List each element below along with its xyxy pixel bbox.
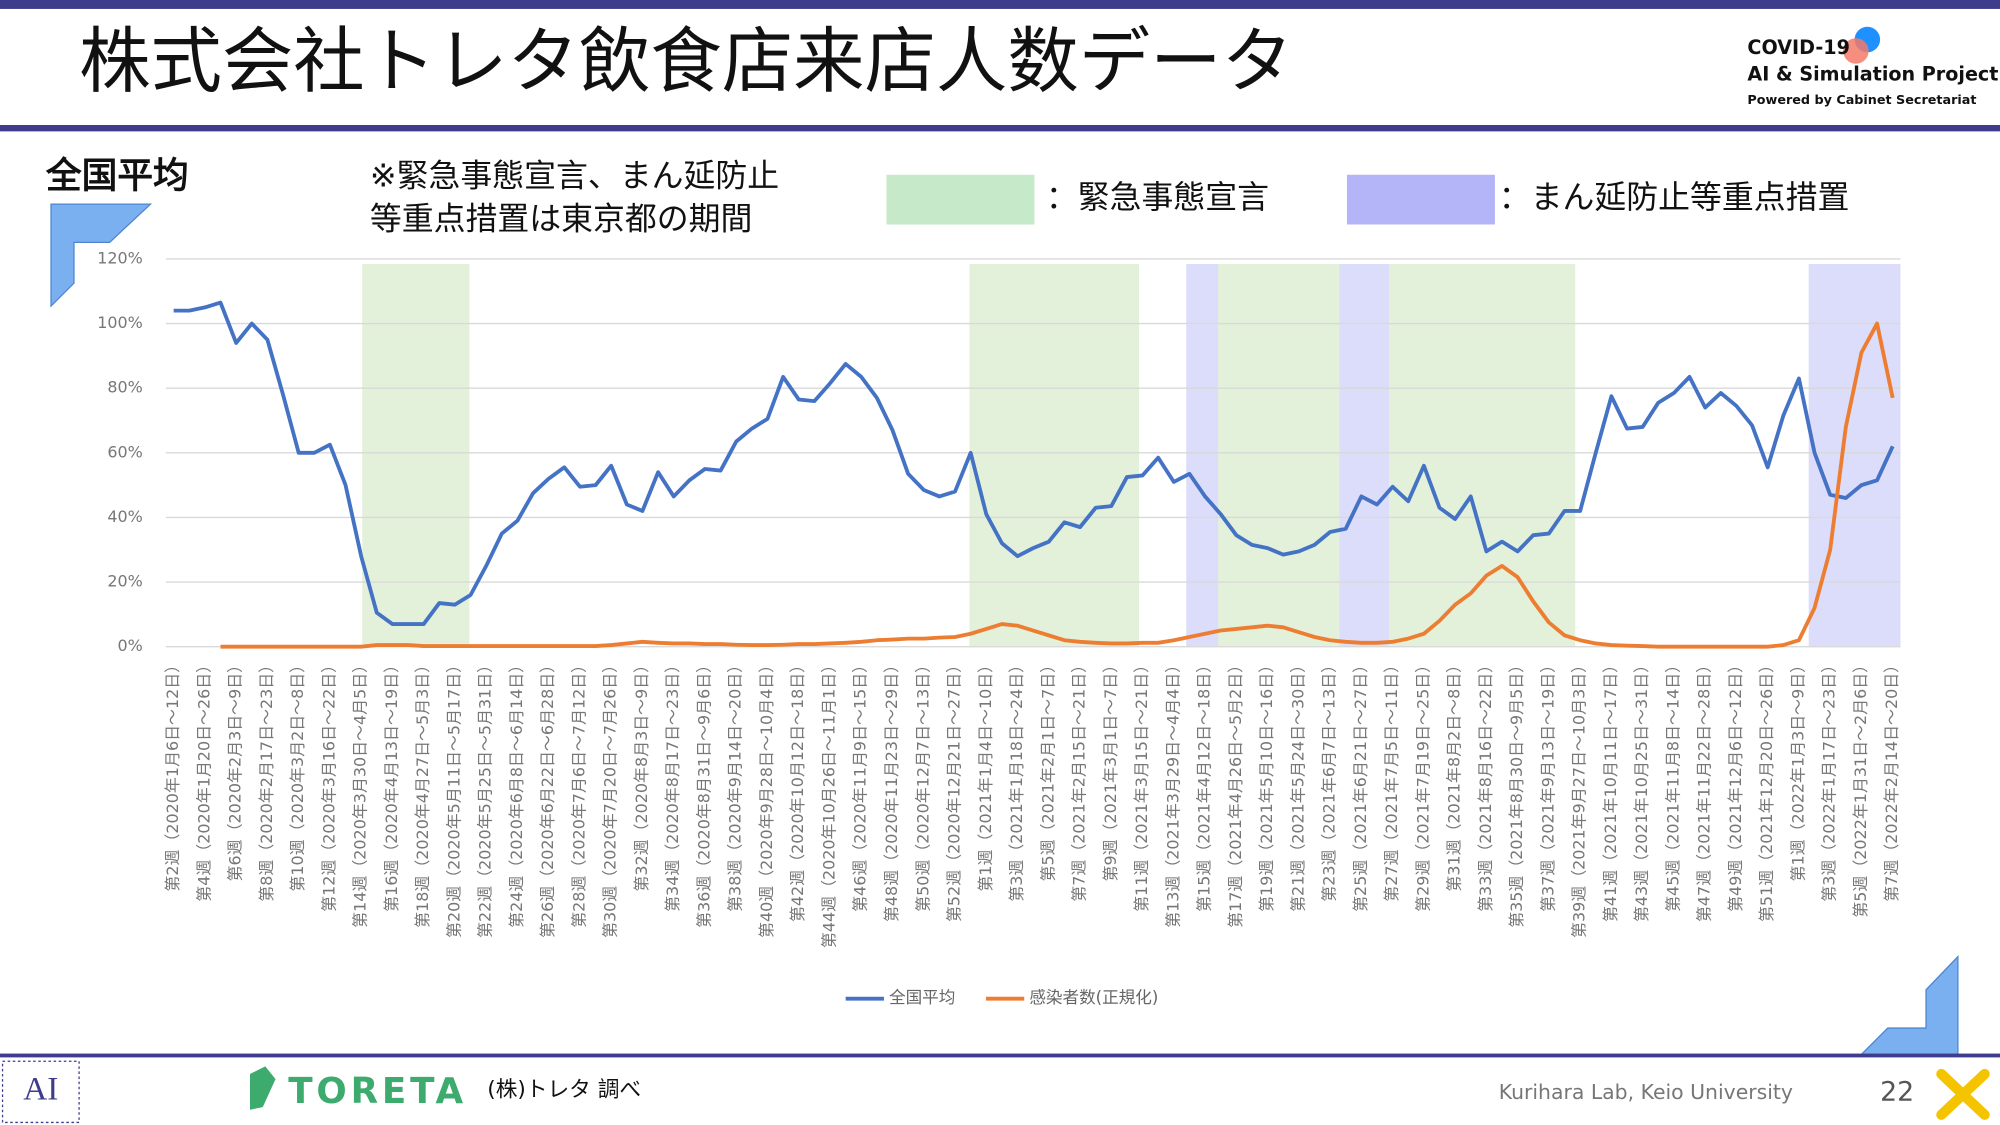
band-swatch bbox=[1346, 174, 1495, 225]
x-tick-label: 第47週（2021年11月22日～28日） bbox=[1695, 657, 1714, 922]
y-tick-label: 0% bbox=[118, 636, 143, 655]
x-tick-label: 第45週（2021年11月8日～14日） bbox=[1663, 657, 1682, 912]
top-bar bbox=[0, 0, 2000, 9]
corner-deco bbox=[1858, 955, 1959, 1057]
y-tick-label: 20% bbox=[107, 572, 142, 591]
series-line bbox=[220, 321, 1895, 649]
y-tick-label: 100% bbox=[97, 313, 143, 332]
x-tick-label: 第22週（2020年5月25日～5月31日） bbox=[476, 657, 495, 938]
x-tick-label: 第51週（2021年12月20日～26日） bbox=[1757, 657, 1776, 922]
x-tick-label: 第34週（2020年8月17日～23日） bbox=[663, 657, 682, 912]
x-tick-label: 第1週（2022年1月3日～9日） bbox=[1788, 657, 1807, 882]
x-tick-label: 第49週（2021年12月6日～12日） bbox=[1726, 657, 1745, 912]
x-tick-label: 第7週（2022年2月14日～20日） bbox=[1882, 657, 1901, 902]
x-tick-label: 第36週（2020年8月31日～9月6日） bbox=[694, 657, 713, 928]
logo-text: COVID-19 bbox=[1747, 36, 1849, 59]
x-tick-label: 第9週（2021年3月1日～7日） bbox=[1101, 657, 1120, 882]
x-tick-label: 第24週（2020年6月8日～6月14日） bbox=[507, 657, 526, 928]
legend-label: 感染者数(正規化) bbox=[1029, 988, 1158, 1007]
x-tick-label: 第40週（2020年9月28日～10月4日） bbox=[757, 657, 776, 938]
x-tick-label: 第28週（2020年7月6日～7月12日） bbox=[569, 657, 588, 928]
x-tick-label: 第2週（2020年1月6日～12日） bbox=[163, 657, 182, 892]
x-tick-label: 第48週（2020年11月23日～29日） bbox=[882, 657, 901, 922]
x-tick-label: 第41週（2021年10月11日～17日） bbox=[1601, 657, 1620, 922]
x-tick-label: 第38週（2020年9月14日～20日） bbox=[726, 657, 745, 912]
priority-band bbox=[1808, 264, 1901, 647]
priority-band bbox=[1339, 264, 1390, 647]
footer-rule bbox=[0, 1053, 2000, 1058]
slide-title: 株式会社トレタ飲食店来店人数データ bbox=[79, 20, 1293, 103]
x-tick-label: 第8週（2020年2月17日～23日） bbox=[257, 657, 276, 902]
x-tick-label: 第19週（2021年5月10日～16日） bbox=[1257, 657, 1276, 912]
x-tick-label: 第23週（2021年6月7日～13日） bbox=[1320, 657, 1339, 902]
note: 等重点措置は東京都の期間 bbox=[370, 200, 753, 238]
x-tick-label: 第42週（2020年10月12日～18日） bbox=[788, 657, 807, 922]
x-tick-label: 第27週（2021年7月5日～11日） bbox=[1382, 657, 1401, 902]
x-tick-label: 第13週（2021年3月29日～4月4日） bbox=[1163, 657, 1182, 928]
y-tick-label: 40% bbox=[107, 507, 142, 526]
x-tick-label: 第39週（2021年9月27日～10月3日） bbox=[1570, 657, 1589, 938]
brand: TORETA bbox=[288, 1071, 467, 1112]
x-tick-label: 第1週（2021年1月4日～10日） bbox=[976, 657, 995, 892]
logo-text: AI & Simulation Project bbox=[1747, 63, 1998, 86]
x-tick-label: 第21週（2021年5月24日～30日） bbox=[1288, 657, 1307, 912]
x-tick-label: 第30週（2020年7月20日～7月26日） bbox=[601, 657, 620, 938]
x-tick-label: 第33週（2021年8月16日～22日） bbox=[1476, 657, 1495, 912]
header-rule bbox=[0, 125, 2000, 132]
series-line bbox=[173, 300, 1895, 626]
x-tick-label: 第6週（2020年2月3日～9日） bbox=[226, 657, 245, 882]
x-tick-label: 第26週（2020年6月22日～6月28日） bbox=[538, 657, 557, 938]
x-tick-label: 第17週（2021年4月26日～5月2日） bbox=[1226, 657, 1245, 928]
y-tick-label: 60% bbox=[107, 442, 142, 461]
x-tick-label: 第5週（2021年2月1日～7日） bbox=[1038, 657, 1057, 882]
x-tick-label: 第32週（2020年8月3日～9日） bbox=[632, 657, 651, 892]
corner-deco bbox=[50, 203, 153, 308]
emergency-band bbox=[1389, 264, 1576, 647]
x-tick-label: 第20週（2020年5月11日～5月17日） bbox=[444, 657, 463, 938]
x-tick-label: 第12週（2020年3月16日～22日） bbox=[319, 657, 338, 912]
emergency-band bbox=[1218, 264, 1340, 647]
band-swatch bbox=[886, 174, 1035, 225]
x-tick-label: 第52週（2020年12月21日～27日） bbox=[945, 657, 964, 922]
x-tick-label: 第44週（2020年10月26日～11月1日） bbox=[820, 657, 839, 948]
x-tick-label: 第31週（2021年8月2日～8日） bbox=[1445, 657, 1464, 892]
x-tick-label: 第3週（2021年1月18日～24日） bbox=[1007, 657, 1026, 902]
x-logo bbox=[1936, 1068, 1990, 1120]
priority-band bbox=[1186, 264, 1219, 647]
x-tick-label: 第43週（2021年10月25日～31日） bbox=[1632, 657, 1651, 922]
x-tick-label: 第15週（2021年4月12日～18日） bbox=[1195, 657, 1214, 912]
source: (株)トレタ 調べ bbox=[487, 1078, 641, 1103]
page-number: 22 bbox=[1880, 1077, 1914, 1108]
emergency-band bbox=[362, 264, 470, 647]
x-tick-label: 第7週（2021年2月15日～21日） bbox=[1070, 657, 1089, 902]
x-tick-label: 第5週（2022年1月31日～2月6日） bbox=[1851, 657, 1870, 918]
chart-title: 全国平均 bbox=[45, 155, 189, 196]
note: ※緊急事態宣言、まん延防止 bbox=[370, 156, 779, 194]
x-tick-label: 第37週（2021年9月13日～19日） bbox=[1538, 657, 1557, 912]
brand-icon bbox=[250, 1066, 276, 1110]
lab-logo-text: AI bbox=[23, 1070, 58, 1107]
x-tick-label: 第25週（2021年6月21日～27日） bbox=[1351, 657, 1370, 912]
legend-label: 全国平均 bbox=[889, 988, 955, 1007]
x-tick-label: 第29週（2021年7月19日～25日） bbox=[1413, 657, 1432, 912]
x-tick-label: 第11週（2021年3月15日～21日） bbox=[1132, 657, 1151, 912]
credit: Kurihara Lab, Keio University bbox=[1499, 1080, 1793, 1104]
x-tick-label: 第14週（2020年3月30日～4月5日） bbox=[351, 657, 370, 928]
x-tick-label: 第16週（2020年4月13日～19日） bbox=[382, 657, 401, 912]
x-tick-label: 第50週（2020年12月7日～13日） bbox=[913, 657, 932, 912]
x-tick-label: 第3週（2022年1月17日～23日） bbox=[1820, 657, 1839, 902]
y-tick-label: 120% bbox=[97, 248, 143, 267]
y-tick-label: 80% bbox=[107, 378, 142, 397]
x-tick-label: 第46週（2020年11月9日～15日） bbox=[851, 657, 870, 912]
logo-dot bbox=[1843, 38, 1869, 64]
band-legend-label: ：緊急事態宣言 bbox=[1046, 178, 1269, 216]
x-tick-label: 第35週（2021年8月30日～9月5日） bbox=[1507, 657, 1526, 928]
emergency-band bbox=[969, 264, 1140, 647]
logo-text: Powered by Cabinet Secretariat bbox=[1747, 93, 1976, 108]
x-tick-label: 第18週（2020年4月27日～5月3日） bbox=[413, 657, 432, 928]
x-tick-label: 第10週（2020年3月2日～8日） bbox=[288, 657, 307, 892]
band-legend-label: ：まん延防止等重点措置 bbox=[1499, 178, 1850, 216]
x-tick-label: 第4週（2020年1月20日～26日） bbox=[194, 657, 213, 902]
